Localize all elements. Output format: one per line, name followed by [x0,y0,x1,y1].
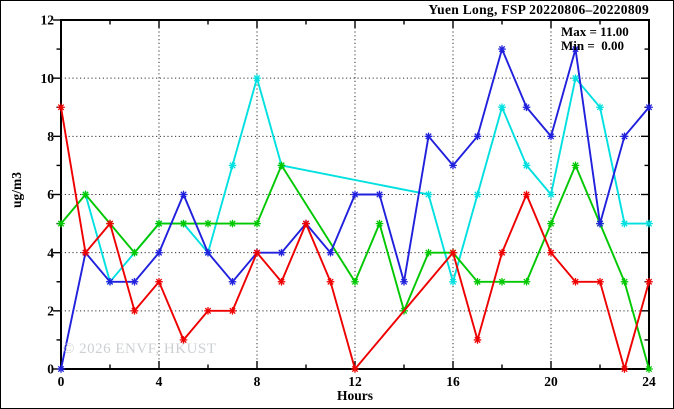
watermark: © 2026 ENVF, HKUST [63,341,217,357]
max-value-label: Max = 11.00 [561,24,629,39]
svg-text:8: 8 [254,374,261,389]
x-axis-label: Hours [336,388,373,403]
max-min-annotation: Max = 11.00 Min = 0.00 [561,25,629,53]
svg-text:6: 6 [47,187,54,202]
svg-text:8: 8 [47,129,54,144]
svg-text:0: 0 [47,362,54,377]
svg-text:24: 24 [642,374,656,389]
svg-text:12: 12 [41,13,55,28]
svg-text:4: 4 [47,245,54,260]
min-value-label: Min = 0.00 [561,38,625,53]
svg-text:16: 16 [446,374,460,389]
svg-text:20: 20 [544,374,558,389]
svg-text:4: 4 [156,374,163,389]
svg-text:10: 10 [41,71,55,86]
svg-text:2: 2 [47,304,54,319]
chart-title: Yuen Long, FSP 20220806–20220809 [428,2,649,17]
svg-text:0: 0 [58,374,65,389]
svg-text:12: 12 [348,374,362,389]
y-axis-label: ug/m3 [9,172,24,209]
